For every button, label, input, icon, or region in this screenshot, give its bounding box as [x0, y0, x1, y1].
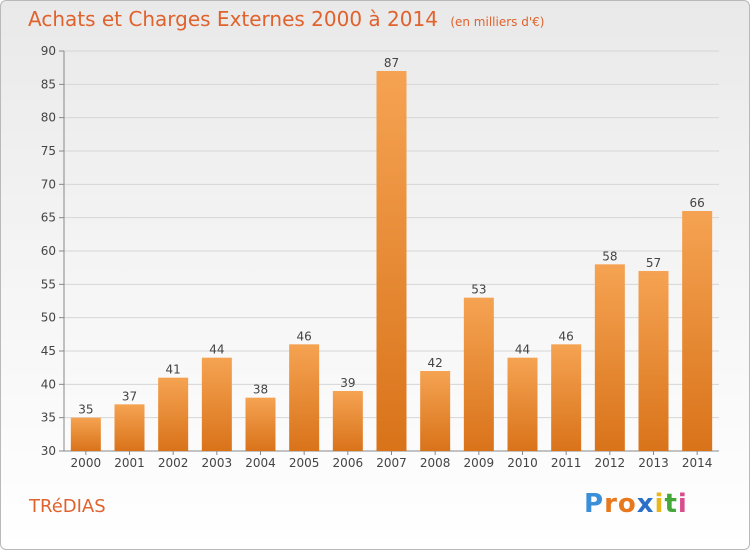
proxiti-logo[interactable]: Proxiti [584, 489, 688, 519]
x-tick-label: 2001 [114, 456, 145, 470]
logo-letter: i [654, 489, 665, 519]
x-tick-label: 2013 [638, 456, 669, 470]
x-tick-label: 2000 [71, 456, 102, 470]
x-tick-label: 2010 [507, 456, 538, 470]
bar [551, 344, 582, 451]
bar [70, 417, 101, 451]
bar [376, 71, 407, 451]
y-tick-label: 40 [41, 377, 56, 391]
logo-letter: P [584, 489, 605, 519]
bar [682, 211, 713, 451]
y-tick-label: 70 [41, 177, 56, 191]
data-label: 42 [428, 356, 443, 370]
y-tick-label: 55 [41, 277, 56, 291]
x-tick-label: 2002 [158, 456, 189, 470]
data-label: 53 [471, 283, 486, 297]
logo-letter: x [636, 489, 655, 519]
data-label: 41 [166, 363, 181, 377]
data-label: 57 [646, 256, 661, 270]
x-tick-label: 2003 [202, 456, 233, 470]
x-tick-label: 2011 [551, 456, 582, 470]
bar [201, 357, 232, 451]
chart-title: Achats et Charges Externes 2000 à 2014 (… [28, 7, 544, 31]
bar [245, 397, 276, 451]
logo-letter: i [677, 489, 688, 519]
data-label: 44 [209, 343, 224, 357]
logo-letter: t [664, 489, 678, 519]
data-label: 35 [78, 403, 93, 417]
data-label: 66 [690, 196, 705, 210]
bar [289, 344, 320, 451]
data-label: 44 [515, 343, 530, 357]
y-tick-label: 30 [41, 444, 56, 458]
data-label: 46 [297, 329, 312, 343]
data-label: 58 [602, 249, 617, 263]
y-tick-label: 85 [41, 77, 56, 91]
bar [114, 404, 145, 451]
chart-subtitle: (en milliers d'€) [450, 15, 545, 29]
x-tick-label: 2012 [595, 456, 626, 470]
data-label: 37 [122, 389, 137, 403]
bar [332, 391, 363, 451]
logo-letter: o [617, 489, 637, 519]
x-tick-label: 2007 [376, 456, 407, 470]
y-tick-label: 80 [41, 111, 56, 125]
y-tick-label: 45 [41, 344, 56, 358]
x-tick-label: 2005 [289, 456, 320, 470]
y-tick-label: 90 [41, 44, 56, 58]
data-label: 39 [340, 376, 355, 390]
x-tick-label: 2009 [464, 456, 495, 470]
bar [420, 371, 451, 451]
y-tick-label: 35 [41, 411, 56, 425]
data-label: 38 [253, 383, 268, 397]
commune-name: TRéDIAS [29, 496, 106, 517]
bar [158, 377, 189, 451]
y-tick-label: 60 [41, 244, 56, 258]
bar [463, 297, 494, 451]
logo-letter: r [604, 489, 618, 519]
x-tick-label: 2008 [420, 456, 451, 470]
y-tick-label: 50 [41, 311, 56, 325]
chart-title-text: Achats et Charges Externes 2000 à 2014 [28, 7, 438, 31]
x-tick-label: 2004 [245, 456, 276, 470]
x-tick-label: 2006 [333, 456, 364, 470]
data-label: 87 [384, 56, 399, 70]
x-tick-label: 2014 [682, 456, 713, 470]
bar [638, 271, 669, 451]
bar [594, 264, 625, 451]
y-tick-label: 65 [41, 211, 56, 225]
data-label: 46 [559, 329, 574, 343]
bar [507, 357, 538, 451]
y-tick-label: 75 [41, 144, 56, 158]
